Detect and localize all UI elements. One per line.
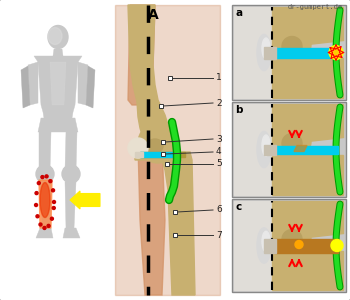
Polygon shape xyxy=(40,182,51,228)
Text: A: A xyxy=(148,8,158,22)
Circle shape xyxy=(128,138,148,158)
Ellipse shape xyxy=(40,182,50,218)
FancyBboxPatch shape xyxy=(161,152,165,156)
Polygon shape xyxy=(140,152,178,157)
Ellipse shape xyxy=(262,38,270,59)
Circle shape xyxy=(138,123,178,163)
FancyBboxPatch shape xyxy=(173,233,177,237)
Circle shape xyxy=(50,217,54,220)
Text: 1: 1 xyxy=(216,74,222,82)
Circle shape xyxy=(41,176,44,178)
Polygon shape xyxy=(294,146,307,152)
Circle shape xyxy=(277,124,311,158)
Text: a: a xyxy=(235,8,242,18)
Text: 5: 5 xyxy=(216,160,222,169)
Polygon shape xyxy=(50,62,66,105)
Polygon shape xyxy=(38,62,78,118)
Polygon shape xyxy=(274,238,338,253)
Circle shape xyxy=(277,28,311,62)
Polygon shape xyxy=(39,132,51,170)
FancyBboxPatch shape xyxy=(8,7,113,292)
Ellipse shape xyxy=(257,34,271,70)
FancyBboxPatch shape xyxy=(165,162,169,166)
Polygon shape xyxy=(138,145,165,295)
Circle shape xyxy=(62,165,80,183)
Circle shape xyxy=(37,182,40,184)
Polygon shape xyxy=(274,146,338,154)
Circle shape xyxy=(52,200,56,203)
Polygon shape xyxy=(34,56,82,62)
Polygon shape xyxy=(38,118,78,132)
Circle shape xyxy=(36,165,54,183)
Polygon shape xyxy=(272,154,343,195)
FancyBboxPatch shape xyxy=(159,104,163,108)
Polygon shape xyxy=(272,250,343,290)
Circle shape xyxy=(39,223,42,226)
Ellipse shape xyxy=(262,231,270,252)
Ellipse shape xyxy=(257,228,271,263)
Polygon shape xyxy=(264,238,276,253)
Polygon shape xyxy=(65,132,77,170)
Polygon shape xyxy=(78,62,88,105)
Text: dr-gumpert.de: dr-gumpert.de xyxy=(288,4,343,10)
Polygon shape xyxy=(234,201,272,290)
Text: 2: 2 xyxy=(216,98,222,107)
FancyBboxPatch shape xyxy=(232,199,346,292)
Ellipse shape xyxy=(257,131,271,167)
Polygon shape xyxy=(39,180,52,228)
Polygon shape xyxy=(53,49,63,56)
Polygon shape xyxy=(36,228,53,238)
Ellipse shape xyxy=(262,135,270,156)
Circle shape xyxy=(130,144,142,156)
Circle shape xyxy=(282,37,302,56)
Polygon shape xyxy=(264,145,276,154)
Polygon shape xyxy=(128,5,155,105)
FancyBboxPatch shape xyxy=(168,76,172,80)
Text: 4: 4 xyxy=(216,148,222,157)
Polygon shape xyxy=(140,152,185,157)
Polygon shape xyxy=(264,46,276,58)
Ellipse shape xyxy=(48,26,68,49)
Text: 6: 6 xyxy=(216,206,222,214)
Polygon shape xyxy=(128,5,168,148)
Text: 7: 7 xyxy=(216,230,222,239)
Polygon shape xyxy=(272,7,343,47)
Circle shape xyxy=(49,180,52,183)
Polygon shape xyxy=(272,104,343,145)
Polygon shape xyxy=(21,66,30,108)
Circle shape xyxy=(329,46,343,59)
Polygon shape xyxy=(135,152,143,157)
Polygon shape xyxy=(135,152,195,295)
Polygon shape xyxy=(28,62,38,105)
Polygon shape xyxy=(63,228,80,238)
Circle shape xyxy=(282,230,302,250)
Circle shape xyxy=(282,134,302,154)
Polygon shape xyxy=(272,58,343,98)
Polygon shape xyxy=(115,5,220,295)
Circle shape xyxy=(36,215,39,218)
Polygon shape xyxy=(86,66,95,108)
Ellipse shape xyxy=(48,28,62,44)
Polygon shape xyxy=(234,7,272,98)
Polygon shape xyxy=(272,201,343,241)
Circle shape xyxy=(332,49,340,56)
Circle shape xyxy=(331,239,343,251)
FancyBboxPatch shape xyxy=(232,5,346,100)
Circle shape xyxy=(52,206,55,209)
Circle shape xyxy=(51,189,55,192)
Circle shape xyxy=(35,203,37,206)
Circle shape xyxy=(47,224,50,227)
FancyBboxPatch shape xyxy=(232,102,346,197)
Circle shape xyxy=(43,226,46,230)
Circle shape xyxy=(277,220,311,254)
FancyBboxPatch shape xyxy=(161,140,165,144)
Text: c: c xyxy=(235,202,241,212)
Circle shape xyxy=(35,192,38,195)
Text: 3: 3 xyxy=(216,134,222,143)
Polygon shape xyxy=(234,104,272,195)
Text: b: b xyxy=(235,105,243,115)
FancyArrow shape xyxy=(70,191,100,209)
Circle shape xyxy=(45,175,48,178)
Polygon shape xyxy=(274,47,336,58)
